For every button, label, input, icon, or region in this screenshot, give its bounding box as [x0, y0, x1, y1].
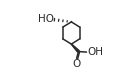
Text: HO: HO: [38, 14, 53, 24]
Polygon shape: [71, 44, 79, 52]
Text: OH: OH: [87, 47, 103, 57]
Text: O: O: [72, 59, 81, 69]
